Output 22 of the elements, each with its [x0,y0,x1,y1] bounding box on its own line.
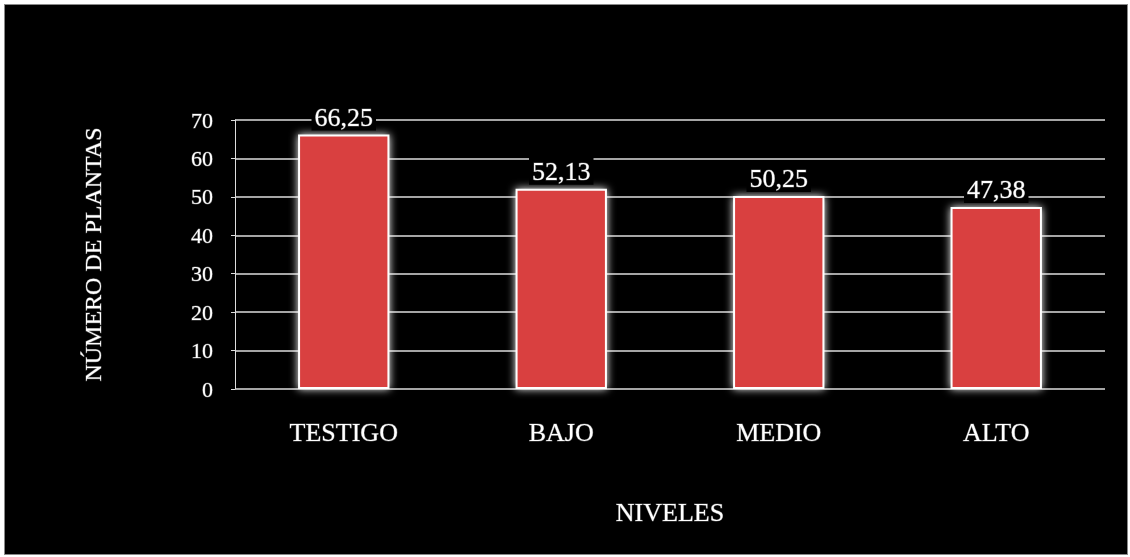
y-tick-label: 10 [191,338,213,364]
x-tick-label: ALTO [963,417,1030,447]
x-axis-title: NIVELES [615,497,725,527]
y-tick-label: 30 [191,261,213,287]
bar [515,188,607,389]
data-label: 50,25 [749,164,808,194]
bar [733,195,825,389]
bar [950,206,1042,389]
x-tick-label: MEDIO [736,417,822,447]
data-label: 66,25 [314,102,373,132]
y-tick-label: 50 [191,184,213,210]
data-label: 52,13 [532,157,591,187]
y-tick-label: 0 [202,376,213,402]
bar [298,134,390,389]
y-tick-label: 60 [191,145,213,171]
data-label: 47,38 [967,175,1026,205]
y-tick-label: 40 [191,222,213,248]
y-tick-label: 20 [191,299,213,325]
x-tick-label: BAJO [528,417,594,447]
y-tick-label: 70 [191,107,213,133]
x-tick-label: TESTIGO [289,417,398,447]
y-axis-title: NÚMERO DE PLANTAS [80,127,106,382]
